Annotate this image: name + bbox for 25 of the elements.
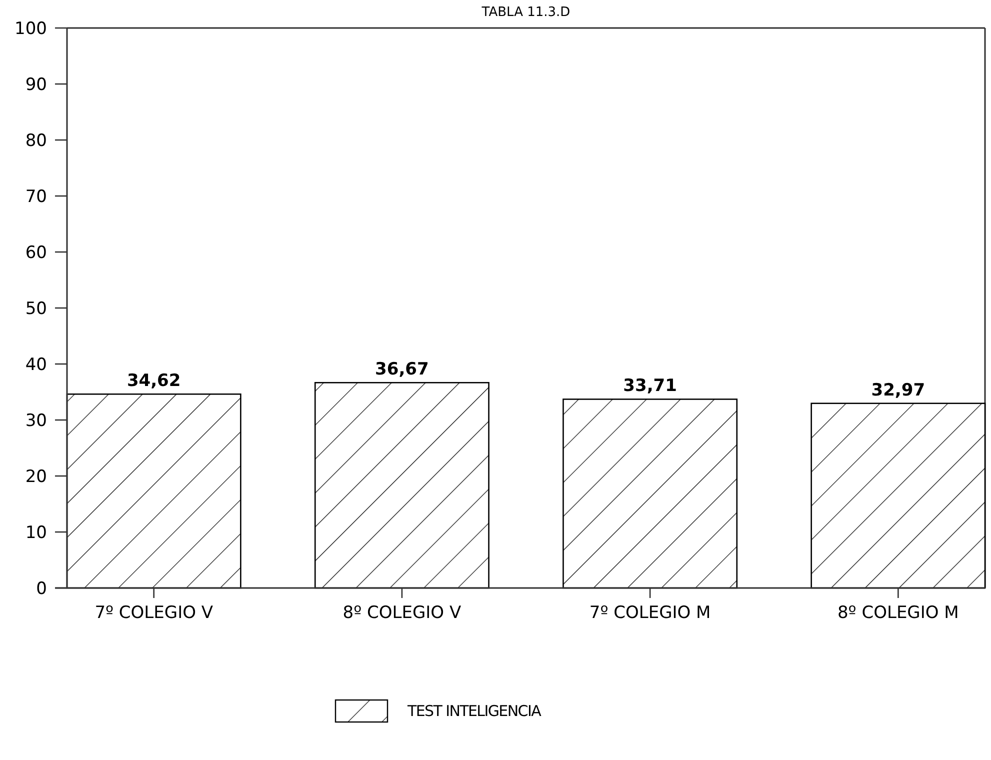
- bar: [810, 402, 986, 589]
- bar: [66, 393, 242, 589]
- x-tick-label: 7º COLEGIO V: [94, 603, 214, 623]
- y-tick-label: 20: [25, 466, 47, 487]
- x-tick-label: 7º COLEGIO M: [589, 603, 711, 623]
- text: 36,67: [375, 360, 429, 380]
- y-tick-label: 100: [14, 18, 47, 39]
- bar: [314, 382, 490, 589]
- bar: [562, 398, 738, 589]
- y-tick-label: 50: [25, 298, 47, 319]
- y-tick-label: 80: [25, 130, 47, 151]
- text: 33,71: [623, 376, 677, 396]
- text: 32,97: [871, 380, 926, 400]
- y-tick-label: 70: [25, 186, 47, 207]
- y-tick-label: 0: [36, 578, 47, 599]
- x-tick-label: 8º COLEGIO M: [837, 603, 959, 623]
- chart-title: TABLA 11.3.D: [480, 5, 570, 20]
- y-tick-label: 30: [25, 410, 47, 431]
- x-tick-label: 8º COLEGIO V: [342, 603, 462, 623]
- y-tick-label: 40: [25, 354, 47, 375]
- y-tick-label: 10: [25, 522, 47, 543]
- y-tick-label: 90: [25, 74, 47, 95]
- text: 34,62: [126, 371, 181, 392]
- legend-label: TEST INTELIGENCIA: [406, 702, 542, 720]
- y-tick-label: 60: [25, 242, 47, 263]
